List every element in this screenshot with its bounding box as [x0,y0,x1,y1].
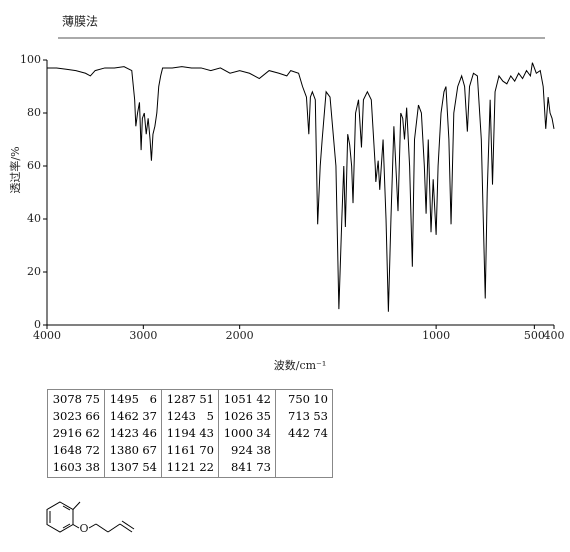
peak-entry: 1194 43 [166,425,214,442]
x-axis-label: 波数/cm⁻¹ [274,359,327,372]
peak-entry: 1161 70 [166,442,214,459]
transmittance: 34 [256,426,271,440]
peak-entry: 1603 38 [52,459,100,476]
y-tick-label: 60 [27,159,41,172]
transmittance: 38 [256,443,271,457]
y-tick-label: 20 [27,265,41,278]
wavenumber: 3023 [52,409,82,423]
wavenumber: 1307 [109,460,139,474]
table-column: 1051 42 1026 35 1000 34 924 38 841 73 [218,389,276,478]
table-column: 1495 6 1462 37 1423 46 1380 67 1307 54 [104,389,162,478]
peak-entry: 3078 75 [52,391,100,408]
peak-entry: 841 73 [223,459,271,476]
x-tick-label: 1000 [422,329,450,342]
transmittance: 53 [313,409,328,423]
transmittance: 37 [142,409,157,423]
peak-entry: 1462 37 [109,408,157,425]
wavenumber: 3078 [52,392,82,406]
peak-entry: 1307 54 [109,459,157,476]
wavenumber: 1161 [166,443,196,457]
wavenumber: 841 [231,460,253,474]
transmittance: 5 [206,409,214,423]
y-axis-label: 透过率/% [8,146,22,193]
x-tick-label: 3000 [129,329,157,342]
transmittance: 35 [256,409,271,423]
wavenumber: 1287 [166,392,196,406]
transmittance: 67 [142,443,157,457]
transmittance: 74 [313,426,328,440]
wavenumber: 713 [288,409,310,423]
table-column: 1287 51 1243 5 1194 43 1161 70 1121 22 [161,389,219,478]
transmittance: 66 [85,409,100,423]
transmittance: 42 [256,392,271,406]
wavenumber: 1121 [166,460,196,474]
peak-entry: 442 74 [280,425,328,442]
structure-bonds [46,501,135,533]
wavenumber: 1000 [223,426,253,440]
y-tick-label: 40 [27,212,41,225]
wavenumber: 1423 [109,426,139,440]
wavenumber: 1462 [109,409,139,423]
peak-entry: 1121 22 [166,459,214,476]
transmittance: 38 [85,460,100,474]
x-tick-label: 400 [544,329,565,342]
peak-entry: 1000 34 [223,425,271,442]
transmittance: 51 [199,392,214,406]
structure: O [46,501,135,535]
peak-entry: 1648 72 [52,442,100,459]
y-tick-label: 0 [34,318,41,331]
wavenumber: 1648 [52,443,82,457]
atom-label: O [79,522,88,535]
wavenumber: 1051 [223,392,253,406]
transmittance: 10 [313,392,328,406]
transmittance: 75 [85,392,100,406]
chart: 薄膜法 波数/cm⁻¹ 透过率/% 0 20 40 60 80 100 4000 3000 20… [8,14,565,373]
wavenumber: 1380 [109,443,139,457]
peak-entry: 924 38 [223,442,271,459]
wavenumber: 2916 [52,426,82,440]
peak-entry: 1287 51 [166,391,214,408]
transmittance: 46 [142,426,157,440]
peak-entry: 713 53 [280,408,328,425]
transmittance: 70 [199,443,214,457]
transmittance: 62 [85,426,100,440]
transmittance: 22 [199,460,214,474]
wavenumber: 1603 [52,460,82,474]
peak-entry: 750 10 [280,391,328,408]
x-tick-label: 4000 [33,329,61,342]
peak-entry: 1243 5 [166,408,214,425]
wavenumber: 1495 [109,392,139,406]
wavenumber: 442 [288,426,310,440]
transmittance: 54 [142,460,157,474]
transmittance: 73 [256,460,271,474]
peak-table: 3078 75 3023 66 2916 62 1648 72 1603 38 1495 6 1462 3… [47,389,333,478]
peak-entry: 1380 67 [109,442,157,459]
y-tick-label: 100 [20,53,41,66]
peak-entry: 1423 46 [109,425,157,442]
transmittance: 72 [85,443,100,457]
peak-entry: 2916 62 [52,425,100,442]
wavenumber: 924 [231,443,253,457]
chart-title: 薄膜法 [62,14,98,29]
wavenumber: 1194 [166,426,196,440]
wavenumber: 1243 [166,409,196,423]
wavenumber: 750 [288,392,310,406]
peak-entry: 3023 66 [52,408,100,425]
wavenumber: 1026 [223,409,253,423]
transmittance: 43 [199,426,214,440]
y-tick-label: 80 [27,106,41,119]
spectrum-line [47,62,555,312]
table-column: 3078 75 3023 66 2916 62 1648 72 1603 38 [47,389,105,478]
x-tick-label: 2000 [226,329,254,342]
peak-entry: 1026 35 [223,408,271,425]
peak-entry: 1495 6 [109,391,157,408]
peak-entry: 1051 42 [223,391,271,408]
x-tick-label: 500 [524,329,545,342]
table-column: 750 10 713 53 442 74 [275,389,333,478]
transmittance: 6 [149,392,157,406]
